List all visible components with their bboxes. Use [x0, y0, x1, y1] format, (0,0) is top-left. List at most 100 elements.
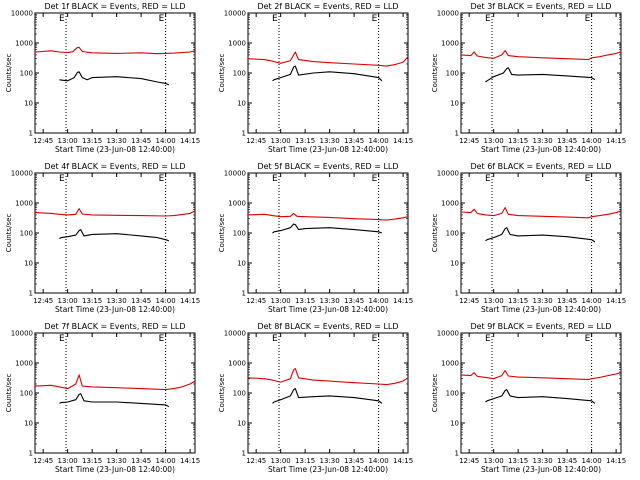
y-tick-label: 10 — [237, 100, 246, 108]
x-tick-label: 14:15 — [180, 457, 200, 465]
x-tick-label: 13:45 — [557, 137, 577, 145]
x-tick-label: 13:15 — [82, 457, 102, 465]
detector-chart: Det 7f BLACK = Events, RED = LLD 1 10 100 10… — [5, 322, 200, 474]
chart-title: Det 4f BLACK = Events, RED = LLD — [44, 162, 185, 171]
event-marker-label: E — [159, 174, 165, 184]
y-tick-label: 10 — [24, 260, 33, 268]
lld-series-line — [247, 51, 409, 67]
events-series-line — [272, 388, 383, 404]
x-tick-label: 13:45 — [557, 457, 577, 465]
y-tick-label: 100 — [446, 70, 459, 78]
x-tick-label: 14:00 — [369, 137, 389, 145]
y-tick-label: 1 — [455, 130, 459, 138]
y-tick-label: 10000 — [224, 330, 246, 338]
x-tick-label: 14:00 — [582, 137, 602, 145]
x-tick-label: 14:00 — [156, 137, 176, 145]
plot-frame — [34, 172, 196, 294]
y-tick-label: 10 — [237, 420, 246, 428]
x-tick-label: 12:45 — [33, 297, 53, 305]
chart-title: Det 7f BLACK = Events, RED = LLD — [44, 322, 185, 331]
detector-panel: Det 1f BLACK = Events, RED = LLD 1 10 100 10… — [0, 0, 213, 160]
x-tick-label: 13:00 — [484, 297, 504, 305]
x-tick-label: 13:30 — [533, 137, 553, 145]
lld-series-line — [247, 212, 409, 221]
x-tick-label: 14:15 — [180, 137, 200, 145]
x-tick-label: 13:15 — [295, 137, 315, 145]
plot-frame — [34, 332, 196, 454]
detector-chart: Det 1f BLACK = Events, RED = LLD 1 10 100 10… — [5, 2, 200, 154]
x-tick-label: 13:00 — [484, 137, 504, 145]
plot-frame — [460, 12, 622, 134]
y-tick-label: 10000 — [11, 170, 33, 178]
chart-title: Det 8f BLACK = Events, RED = LLD — [257, 322, 398, 331]
y-tick-label: 1 — [455, 290, 459, 298]
y-tick-label: 1 — [29, 290, 33, 298]
y-tick-label: 100 — [20, 230, 33, 238]
event-marker-label: E — [59, 334, 65, 344]
y-tick-label: 10 — [450, 420, 459, 428]
y-axis-label: Counts/sec — [431, 374, 439, 413]
chart-title: Det 3f BLACK = Events, RED = LLD — [470, 2, 611, 11]
event-marker-label: E — [585, 14, 591, 24]
x-tick-label: 13:15 — [295, 297, 315, 305]
detector-panel: Det 5f BLACK = Events, RED = LLD 1 10 100 10… — [213, 160, 426, 320]
x-tick-label: 13:00 — [271, 297, 291, 305]
detector-chart: Det 2f BLACK = Events, RED = LLD 1 10 100 10… — [218, 2, 413, 154]
events-series-line — [485, 227, 596, 243]
x-tick-label: 13:30 — [107, 137, 127, 145]
y-tick-label: 1 — [242, 290, 246, 298]
x-axis-label: Start Time (23-Jun-08 12:40:00) — [481, 305, 601, 314]
y-tick-label: 1 — [29, 450, 33, 458]
x-tick-label: 13:30 — [533, 457, 553, 465]
x-axis-label: Start Time (23-Jun-08 12:40:00) — [268, 145, 388, 154]
y-tick-label: 10000 — [224, 170, 246, 178]
detector-chart: Det 8f BLACK = Events, RED = LLD 1 10 100 10… — [218, 322, 413, 474]
x-tick-label: 12:45 — [246, 457, 266, 465]
detector-panel: Det 9f BLACK = Events, RED = LLD 1 10 100 10… — [426, 320, 639, 480]
y-tick-label: 100 — [233, 230, 246, 238]
y-tick-label: 10000 — [224, 10, 246, 18]
x-tick-label: 13:30 — [533, 297, 553, 305]
y-tick-label: 100 — [446, 230, 459, 238]
x-tick-label: 13:30 — [320, 297, 340, 305]
x-tick-label: 13:30 — [107, 457, 127, 465]
x-tick-label: 12:45 — [459, 297, 479, 305]
x-tick-label: 13:45 — [344, 297, 364, 305]
x-tick-label: 14:15 — [606, 137, 626, 145]
event-marker-label: E — [59, 14, 65, 24]
x-tick-label: 13:45 — [344, 137, 364, 145]
plot-frame — [247, 332, 409, 454]
x-axis-label: Start Time (23-Jun-08 12:40:00) — [268, 305, 388, 314]
event-marker-label: E — [372, 334, 378, 344]
x-tick-label: 14:15 — [180, 297, 200, 305]
y-tick-label: 1000 — [15, 200, 33, 208]
x-tick-label: 12:45 — [33, 137, 53, 145]
y-axis-label: Counts/sec — [218, 214, 226, 253]
event-marker-label: E — [159, 334, 165, 344]
chart-title: Det 6f BLACK = Events, RED = LLD — [470, 162, 611, 171]
event-marker-label: E — [585, 334, 591, 344]
events-series-line — [272, 65, 383, 82]
lld-series-line — [460, 370, 622, 381]
x-tick-label: 14:15 — [393, 457, 413, 465]
event-marker-label: E — [272, 334, 278, 344]
chart-title: Det 2f BLACK = Events, RED = LLD — [257, 2, 398, 11]
lld-series-line — [34, 374, 196, 391]
y-tick-label: 100 — [233, 70, 246, 78]
y-tick-label: 100 — [233, 390, 246, 398]
y-tick-label: 1000 — [15, 40, 33, 48]
y-tick-label: 1000 — [441, 360, 459, 368]
x-tick-label: 13:45 — [344, 457, 364, 465]
x-tick-label: 14:00 — [582, 297, 602, 305]
chart-title: Det 1f BLACK = Events, RED = LLD — [44, 2, 185, 11]
y-tick-label: 10000 — [437, 330, 459, 338]
event-marker-label: E — [59, 174, 65, 184]
lld-series-line — [460, 207, 622, 219]
y-axis-label: Counts/sec — [5, 54, 13, 93]
plot-frame — [460, 332, 622, 454]
event-marker-label: E — [372, 174, 378, 184]
y-tick-label: 1000 — [15, 360, 33, 368]
x-tick-label: 14:00 — [369, 297, 389, 305]
x-tick-label: 13:45 — [131, 137, 151, 145]
